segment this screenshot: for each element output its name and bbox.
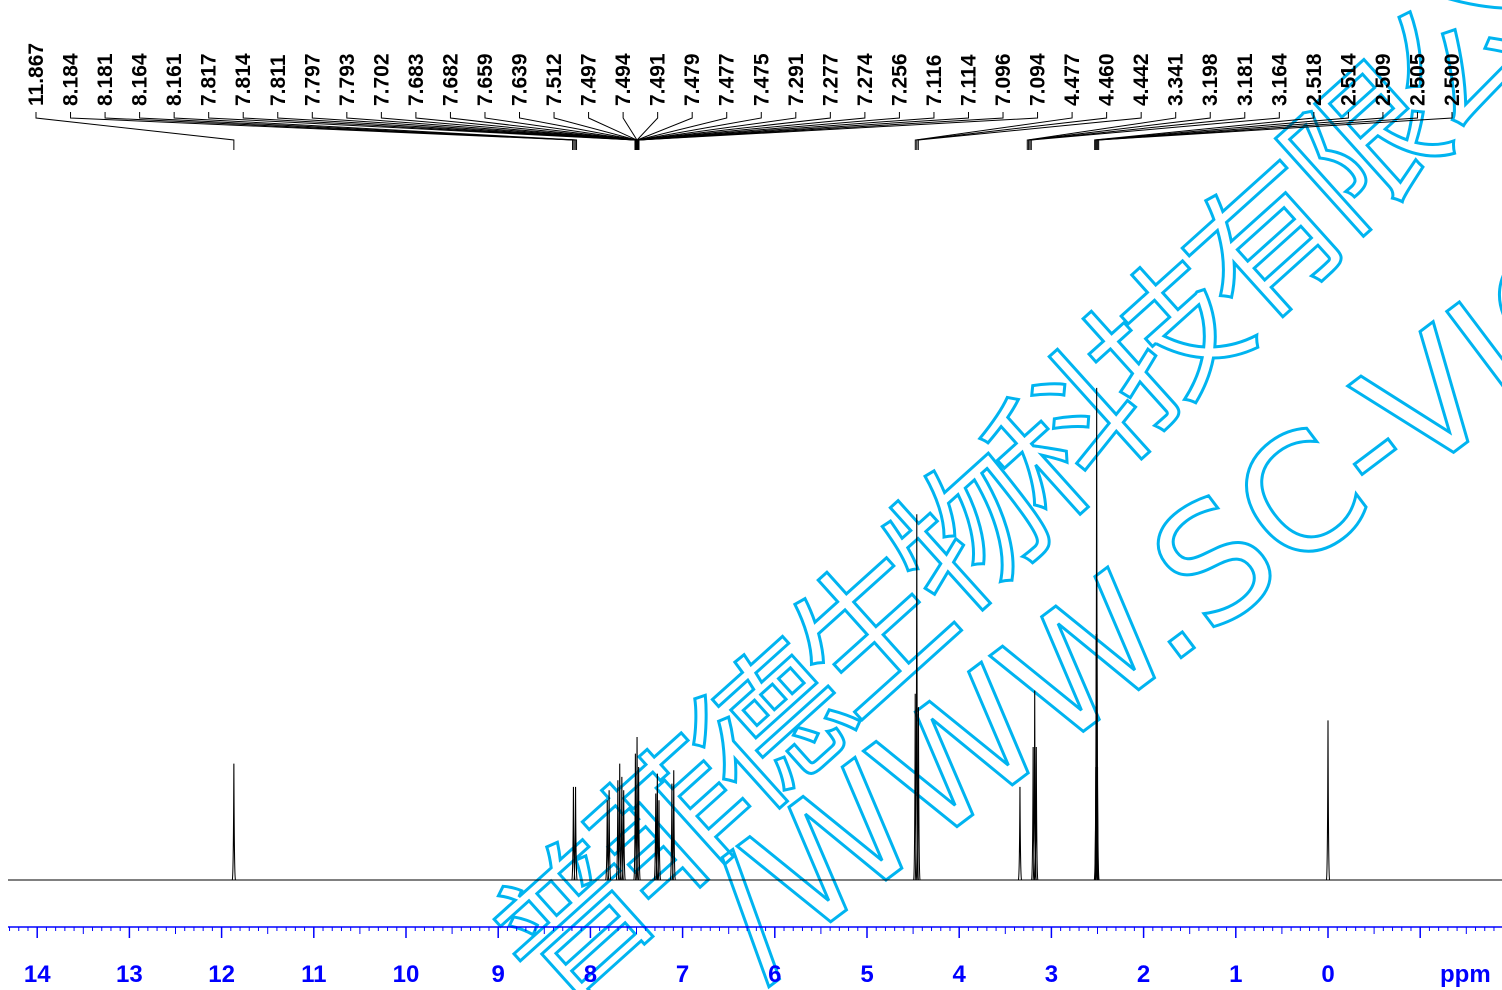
peak-label: 3.181: [1234, 53, 1257, 106]
peak-label: 2.514: [1337, 53, 1360, 106]
x-axis-tick-label: 9: [492, 961, 505, 988]
x-axis-tick-label: 7: [676, 961, 689, 988]
peak-label: 2.518: [1303, 53, 1326, 106]
x-axis-tick-label: 14: [24, 961, 51, 988]
spectrum-peak: [621, 790, 626, 881]
peak-label: 7.094: [1027, 53, 1050, 106]
peak-label: 7.114: [957, 54, 980, 106]
x-axis-tick-label: 6: [768, 961, 781, 988]
spectrum-peak: [573, 786, 578, 881]
x-axis-tick-label: 13: [116, 961, 143, 988]
spectrum-peak: [606, 790, 612, 881]
peak-label-connector: [70, 112, 574, 150]
spectrum-peak: [636, 766, 641, 881]
peak-label: 7.702: [370, 53, 393, 106]
peak-label: 8.184: [60, 53, 83, 106]
peak-label: 7.479: [681, 53, 704, 106]
x-axis-tick-label: 11: [301, 961, 326, 988]
peak-label: 3.198: [1199, 53, 1222, 106]
x-axis-tick-label: 4: [953, 961, 967, 988]
peak-label-connector: [1030, 112, 1280, 150]
peak-label: 3.164: [1268, 53, 1291, 106]
spectrum-peak: [1017, 786, 1023, 881]
peak-label: 7.639: [509, 53, 532, 106]
peak-label-connector: [914, 112, 1073, 150]
peak-label-connector: [1029, 112, 1246, 150]
peak-label: 7.797: [301, 53, 324, 106]
peak-label-connectors: [35, 112, 1453, 150]
spectrum-peak: [1095, 766, 1100, 881]
peak-label: 7.475: [750, 53, 773, 106]
peak-label: 7.277: [819, 53, 842, 106]
peak-label-connector: [1026, 112, 1177, 150]
peak-label: 7.291: [785, 53, 808, 106]
spectrum-peak: [916, 707, 921, 881]
peak-label: 4.442: [1130, 53, 1153, 106]
peak-label: 11.867: [25, 43, 48, 106]
peak-label: 8.164: [129, 53, 152, 106]
x-axis-tick-label: 5: [860, 961, 873, 988]
peak-label: 7.659: [474, 53, 497, 106]
peak-label-connector: [104, 112, 575, 150]
peak-label-connector: [588, 112, 638, 150]
peak-label: 2.505: [1406, 53, 1429, 106]
peak-label: 4.477: [1061, 53, 1084, 106]
x-axis-tick-label: 0: [1321, 961, 1334, 988]
peak-label-group: 11.867 8.184 8.181 8.164 8.161 7.817 7.814 7.81…: [25, 43, 1464, 106]
peak-label: 7.817: [198, 53, 221, 106]
peak-label-connector: [553, 112, 638, 150]
peak-label-connector: [638, 112, 1039, 150]
peak-label: 7.497: [578, 53, 601, 106]
peak-label: 7.814: [232, 53, 255, 106]
peak-label-connector: [139, 112, 576, 150]
peak-label-connector: [1096, 112, 1384, 150]
peak-label: 2.509: [1372, 53, 1395, 106]
peak-label-connector: [173, 112, 578, 150]
peak-label: 7.256: [888, 53, 911, 106]
peak-label: 3.341: [1165, 53, 1188, 106]
peak-label: 7.274: [854, 53, 877, 106]
peak-label: 8.161: [163, 53, 186, 106]
peak-label: 7.512: [543, 53, 566, 106]
peak-label-connector: [1097, 112, 1418, 150]
peak-label: 8.181: [94, 53, 117, 106]
peak-label: 7.116: [923, 55, 946, 106]
spectrum-peak: [231, 763, 237, 881]
x-axis-tick-label: 1: [1229, 961, 1242, 988]
spectrum-peak: [671, 770, 676, 881]
peak-label-connector: [636, 112, 659, 150]
x-axis-tick-label: 12: [208, 961, 235, 988]
peak-label-connector: [1028, 112, 1211, 150]
x-axis-tick-label: 2: [1137, 961, 1150, 988]
peak-label: 7.477: [716, 53, 739, 106]
peak-label: 7.096: [992, 53, 1015, 106]
x-axis-label: ppm: [1440, 961, 1491, 988]
peak-label: 4.460: [1096, 53, 1119, 106]
spectrum-peak: [1034, 746, 1039, 881]
peak-label: 7.682: [439, 53, 462, 106]
peak-label: 7.811: [267, 54, 290, 106]
peak-label-connector: [35, 112, 235, 150]
peak-label: 7.494: [612, 53, 635, 106]
spectrum-peaks: [231, 387, 1331, 881]
peak-label: 2.500: [1441, 53, 1464, 106]
x-axis-tick-label: 8: [584, 961, 597, 988]
spectrum-peak: [656, 800, 662, 881]
x-axis-tick-label: 10: [393, 961, 420, 988]
peak-label-connector: [638, 112, 1004, 150]
peak-label: 7.793: [336, 53, 359, 106]
x-axis: 14 13 12 11 10 9 8 7 6 5 4 3 2 1 0: [8, 926, 1502, 988]
peak-label-connector: [917, 112, 1142, 150]
peak-label: 7.683: [405, 53, 428, 106]
x-axis-tick-label: 3: [1045, 961, 1058, 988]
peak-label-connector: [916, 112, 1108, 150]
peak-label-connector: [1094, 112, 1315, 150]
peak-label: 7.491: [647, 53, 670, 106]
peak-label-connector: [1095, 112, 1349, 150]
peak-label-connector: [1098, 112, 1453, 150]
spectrum-peak: [1325, 720, 1331, 881]
